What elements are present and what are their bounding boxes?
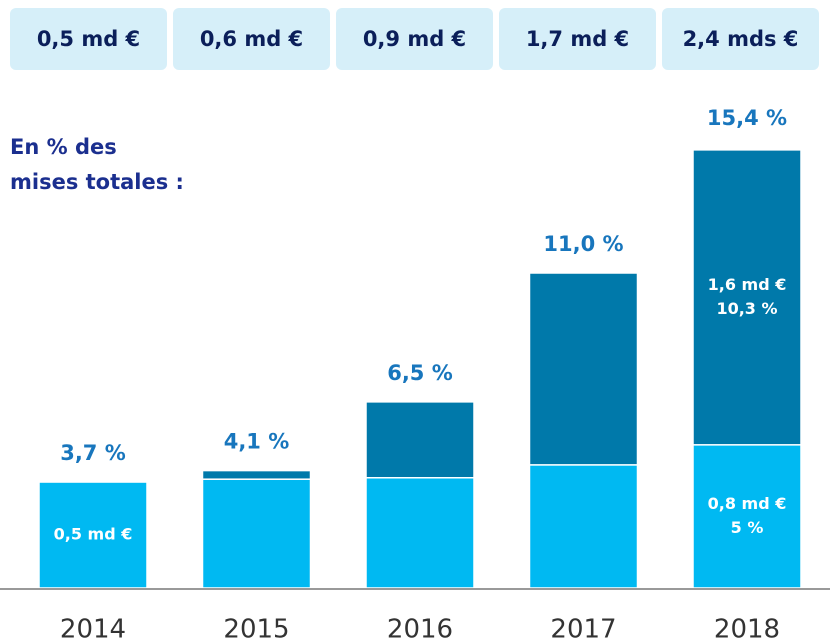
amount-label: 0,9 md €: [363, 27, 466, 51]
amount-label: 0,5 md €: [37, 27, 140, 51]
total-label: 15,4 %: [707, 106, 787, 130]
amount-box: [10, 8, 167, 70]
amount-box: [662, 8, 819, 70]
total-label: 11,0 %: [543, 232, 623, 256]
total-label: 3,7 %: [60, 441, 126, 465]
bar-segment: [365, 401, 475, 479]
bar-segment: [692, 149, 802, 446]
bar-segment: [692, 444, 802, 589]
segment-label: 1,6 md €: [708, 275, 787, 294]
bar-segment: [528, 464, 639, 589]
total-label: 6,5 %: [387, 361, 453, 385]
segment-label: 0,5 md €: [54, 525, 133, 544]
segment-label: 0,8 md €: [708, 494, 787, 513]
bar-segment: [201, 469, 312, 480]
x-tick-label: 2016: [387, 615, 453, 644]
bar-segment: [528, 272, 639, 466]
amount-box: [499, 8, 656, 70]
annotation: mises totales :: [10, 170, 184, 194]
x-tick-label: 2014: [60, 615, 126, 644]
x-tick-label: 2017: [550, 615, 616, 644]
amount-box: [173, 8, 330, 70]
amount-label: 0,6 md €: [200, 27, 303, 51]
segment-label: 5 %: [731, 518, 764, 537]
x-tick-label: 2018: [714, 615, 780, 644]
amount-label: 2,4 mds €: [683, 27, 799, 51]
bar-segment: [201, 478, 312, 589]
x-tick-label: 2015: [223, 615, 289, 644]
amount-label: 1,7 md €: [526, 27, 629, 51]
annotation: En % des: [10, 135, 117, 159]
bar-segment: [365, 477, 475, 589]
amount-box: [336, 8, 493, 70]
total-label: 4,1 %: [224, 430, 290, 454]
segment-label: 10,3 %: [716, 299, 777, 318]
